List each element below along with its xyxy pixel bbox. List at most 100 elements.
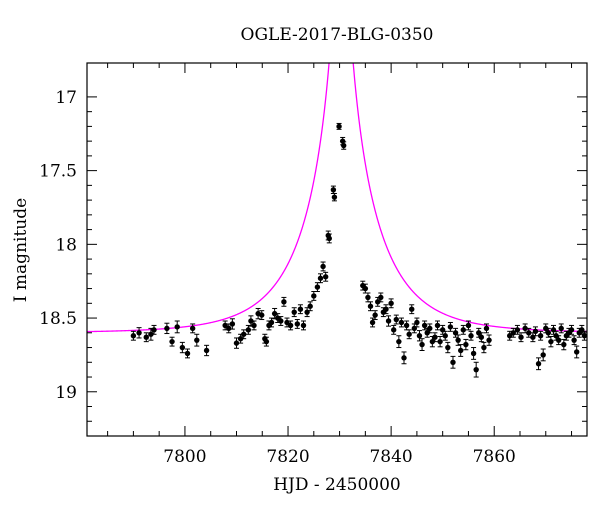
marker [555, 337, 562, 343]
marker [245, 327, 252, 333]
plot-frame [86, 62, 588, 437]
marker [535, 361, 542, 367]
data-point [486, 334, 492, 346]
marker [429, 338, 436, 345]
data-point [543, 323, 549, 334]
marker [522, 325, 528, 332]
marker [331, 194, 338, 200]
marker [263, 338, 270, 345]
data-point [375, 296, 381, 307]
data-point [304, 307, 310, 318]
marker [396, 338, 402, 345]
marker [419, 341, 425, 348]
marker [375, 299, 381, 305]
marker [281, 299, 287, 305]
data-point [378, 292, 384, 303]
marker [251, 322, 257, 329]
x-tick-label: 7860 [473, 447, 516, 467]
marker [571, 337, 577, 343]
marker [372, 312, 378, 318]
data-point [411, 323, 418, 334]
marker [510, 330, 516, 336]
data-point [561, 338, 567, 351]
marker [558, 325, 564, 332]
data-point [540, 348, 546, 362]
marker [481, 344, 487, 351]
marker [130, 333, 137, 339]
marker [378, 294, 384, 301]
y-tick-label: 17.5 [39, 162, 77, 182]
marker [465, 322, 472, 329]
data-point [297, 304, 304, 315]
marker [432, 334, 438, 340]
data-point [307, 301, 313, 312]
data-point [311, 291, 317, 301]
data-point [514, 324, 521, 335]
data-point [369, 317, 376, 328]
data-point [331, 192, 338, 202]
data-point [341, 141, 347, 150]
marker [421, 322, 428, 329]
data-point [416, 330, 423, 342]
data-point [432, 332, 438, 343]
chart-title: OGLE-2017-BLG-0350 [241, 25, 434, 45]
y-tick-label: 18.5 [39, 309, 77, 329]
data-point [463, 338, 469, 351]
marker [450, 359, 456, 365]
marker [540, 352, 546, 358]
data-point [439, 324, 446, 335]
marker [460, 327, 466, 333]
marker [317, 275, 324, 281]
marker [537, 333, 544, 339]
tick-labels: 7800 7820 7840 7860 17 17.5 18 18.5 19 [39, 88, 516, 467]
marker [278, 318, 284, 324]
marker [330, 187, 337, 193]
marker [229, 321, 236, 327]
data-point [465, 320, 472, 331]
data-point [532, 326, 539, 337]
marker [365, 294, 371, 301]
marker [164, 325, 170, 332]
marker [553, 333, 559, 339]
marker [543, 325, 549, 332]
data-point [550, 324, 557, 335]
data-point [194, 333, 200, 347]
marker [424, 330, 430, 336]
data-point [300, 320, 307, 331]
marker [148, 331, 154, 337]
y-tick-label: 17 [55, 88, 77, 108]
data-point [174, 320, 180, 334]
marker [385, 318, 392, 324]
marker [367, 303, 374, 309]
data-point [143, 332, 149, 343]
data-point [383, 304, 389, 315]
marker [476, 330, 482, 336]
data-point [396, 335, 402, 349]
marker [203, 347, 210, 354]
data-point [568, 324, 575, 335]
data-point [450, 355, 456, 369]
marker [151, 327, 157, 333]
data-point [151, 324, 157, 335]
marker [311, 293, 317, 299]
marker [463, 341, 469, 348]
data-point [164, 322, 170, 335]
x-axis-title: HJD - 2450000 [273, 475, 401, 495]
marker [403, 322, 410, 329]
marker [179, 344, 186, 351]
data-point [184, 348, 191, 359]
data-point [245, 324, 252, 335]
data-point [442, 330, 448, 341]
marker [532, 328, 539, 335]
data-point [393, 314, 399, 325]
marker [287, 322, 294, 329]
data-point [445, 341, 451, 354]
marker [518, 334, 524, 340]
marker [226, 325, 232, 332]
marker [393, 316, 399, 323]
data-point [229, 318, 236, 330]
marker [398, 319, 405, 326]
data-point [548, 335, 554, 348]
data-point [237, 333, 244, 344]
